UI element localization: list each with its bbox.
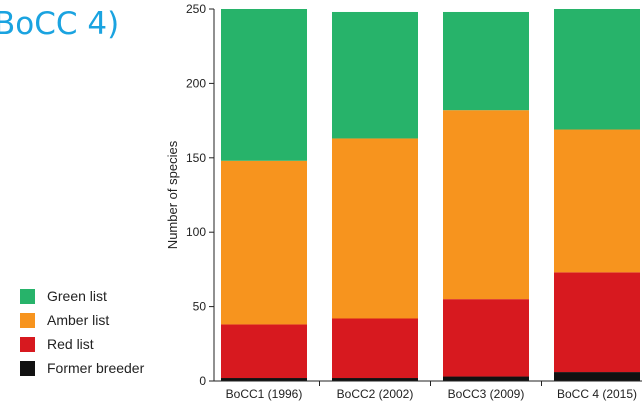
legend-swatch (20, 288, 35, 304)
legend-item: Red list (20, 332, 144, 356)
legend-item: Former breeder (20, 356, 144, 380)
bar-segment-former-breeder (221, 378, 307, 381)
x-tick-label: BoCC1 (1996) (226, 387, 303, 401)
bar-segment-green-list (221, 9, 307, 161)
x-tick-label: BoCC3 (2009) (448, 387, 525, 401)
legend-item: Green list (20, 284, 144, 308)
legend-label: Former breeder (47, 360, 145, 376)
bar-segment-green-list (554, 9, 640, 130)
y-tick-label: 0 (199, 374, 206, 388)
legend-swatch (20, 336, 35, 352)
y-tick-label: 50 (193, 300, 207, 314)
legend-label: Amber list (47, 312, 110, 328)
x-tick-label: BoCC2 (2002) (337, 387, 414, 401)
legend-label: Green list (47, 288, 107, 304)
bar-segment-former-breeder (332, 378, 418, 381)
bar-segment-amber-list (443, 110, 529, 300)
legend-swatch (20, 312, 35, 328)
bar-segment-amber-list (554, 129, 640, 273)
bar-segment-red-list (332, 318, 418, 379)
y-tick-label: 200 (186, 76, 206, 90)
bar-segment-red-list (221, 324, 307, 379)
chart-title-fragment: BoCC 4) (0, 6, 120, 42)
legend-label: Red list (47, 336, 94, 352)
bar-segment-former-breeder (554, 372, 640, 381)
bar-segment-green-list (443, 11, 529, 111)
bar-segment-former-breeder (443, 376, 529, 381)
bar-segment-amber-list (221, 160, 307, 325)
y-axis-title: Number of species (165, 140, 180, 249)
y-tick-label: 150 (186, 151, 206, 165)
x-tick-label: BoCC 4 (2015) (557, 387, 637, 401)
bar-segment-red-list (443, 299, 529, 377)
bar-segment-red-list (554, 272, 640, 373)
bar-segment-green-list (332, 11, 418, 139)
y-tick-label: 100 (186, 225, 206, 239)
legend-item: Amber list (20, 308, 144, 332)
legend-swatch (20, 360, 35, 376)
y-tick-label: 250 (186, 2, 206, 16)
legend: Green list Amber list Red list Former breed… (20, 284, 144, 380)
bar-segment-amber-list (332, 138, 418, 319)
